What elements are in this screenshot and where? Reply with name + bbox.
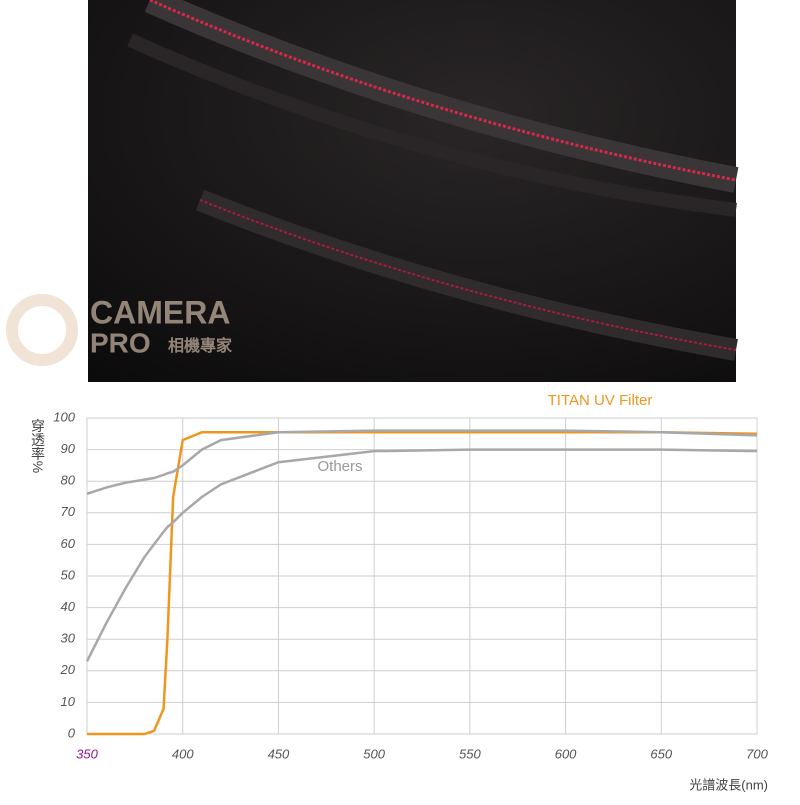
y-tick-label: 80	[61, 473, 76, 488]
legend-label: TITAN UV Filter	[548, 392, 653, 409]
y-tick-label: 10	[61, 694, 76, 709]
x-tick-label: 350	[76, 746, 98, 761]
y-tick-label: 100	[53, 409, 75, 424]
x-tick-label: 450	[268, 746, 290, 761]
series-line	[85, 448, 758, 662]
series-line	[87, 430, 758, 736]
y-tick-label: 0	[68, 725, 76, 740]
product-photo	[88, 0, 739, 382]
y-tick-label: 30	[61, 631, 76, 646]
y-tick-label: 90	[61, 441, 76, 456]
x-tick-label: 700	[746, 746, 768, 761]
x-tick-label: 500	[363, 746, 385, 761]
watermark: CAMERA PRO 相機專家	[6, 294, 233, 366]
watermark-text: PRO	[90, 327, 151, 358]
x-axis-label: 光譜波長(nm)	[689, 777, 768, 792]
x-tick-label: 650	[650, 746, 672, 761]
y-tick-label: 50	[61, 567, 76, 582]
watermark-text: 相機專家	[168, 336, 233, 355]
watermark-text: CAMERA	[90, 294, 230, 330]
series-line	[86, 429, 758, 496]
y-tick-label: 60	[61, 536, 76, 551]
y-axis-label: 穿透率%	[30, 419, 46, 473]
y-tick-label: 20	[60, 662, 76, 677]
y-tick-label: 70	[61, 504, 76, 519]
x-tick-label: 550	[459, 746, 481, 761]
x-tick-label: 400	[172, 746, 194, 761]
legend-label: Others	[317, 458, 362, 475]
y-tick-label: 40	[61, 599, 76, 614]
x-tick-label: 600	[555, 746, 577, 761]
